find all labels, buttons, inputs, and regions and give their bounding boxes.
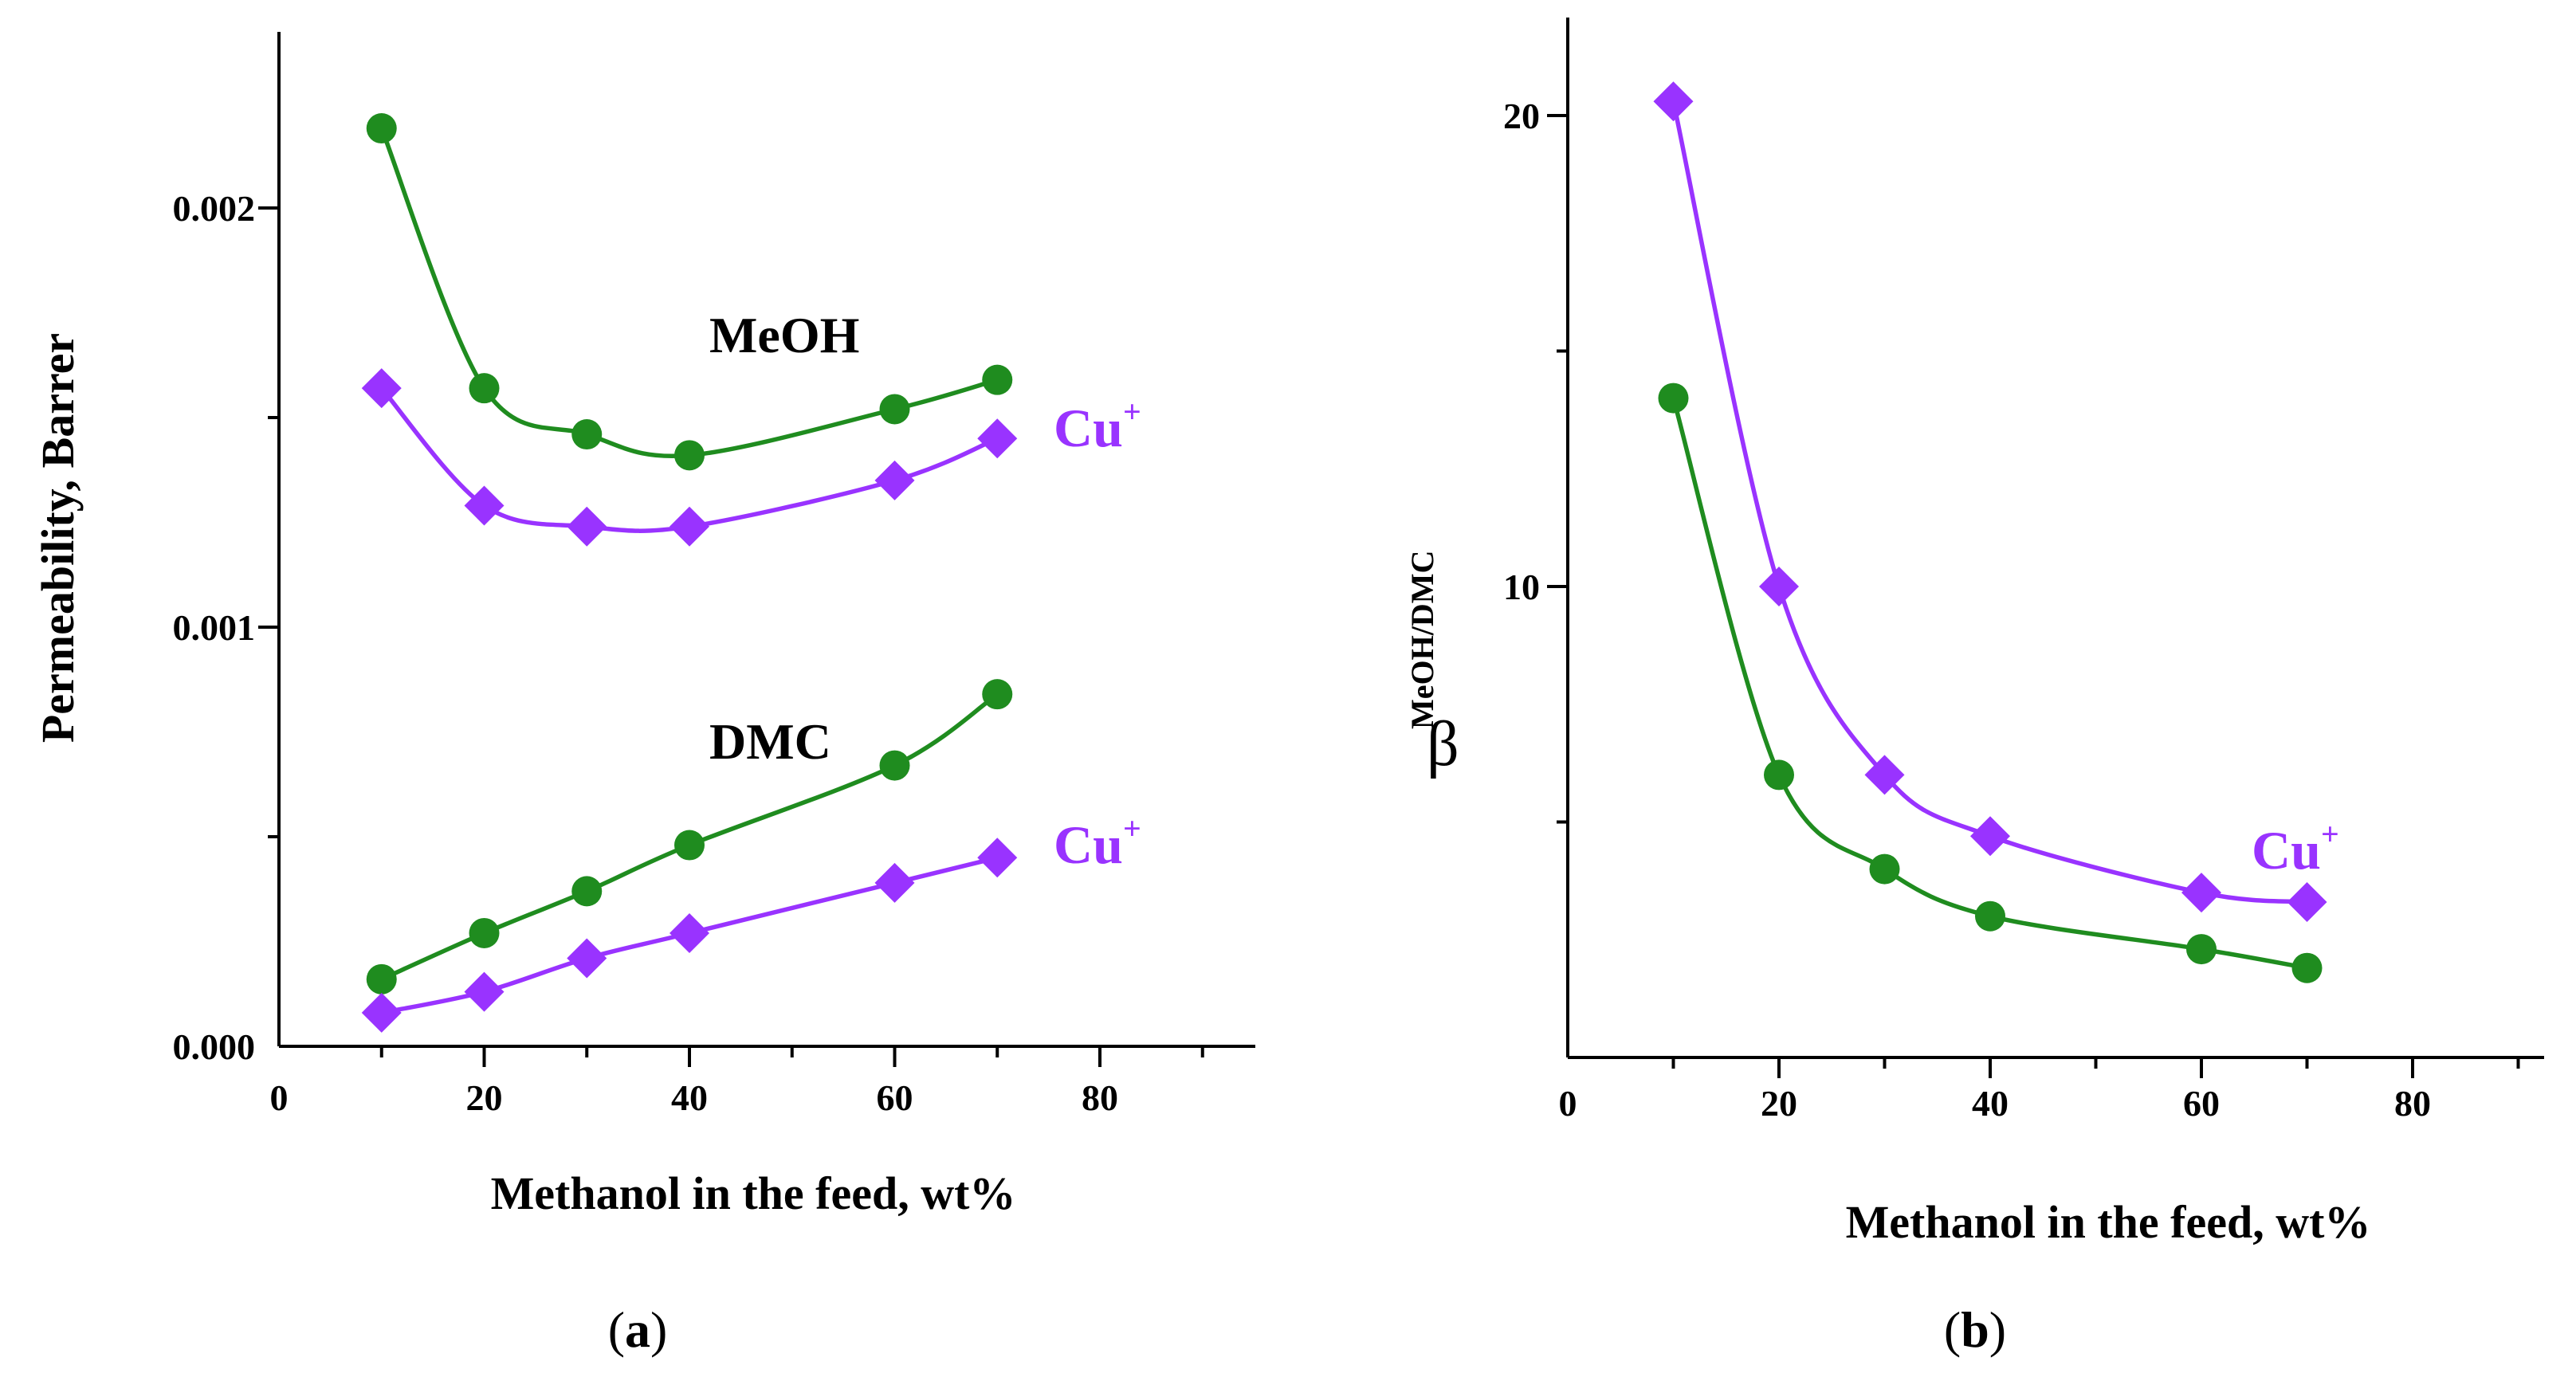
panel-a-x-tick-label: 60 — [877, 1077, 913, 1118]
beta-subscript: MeOH/DMC — [1404, 551, 1440, 729]
panel-a-series-2-point — [571, 876, 603, 907]
panel-a-y-tick-label: 0.001 — [173, 607, 256, 648]
beta-symbol: β — [1427, 709, 1459, 779]
panel-b-letter: b — [1961, 1301, 1989, 1358]
panel-a-series-2-point — [674, 830, 705, 861]
panel-a-series-0-point — [879, 394, 910, 425]
panel-b-series-0-point — [2181, 873, 2221, 913]
panel-a-series-1-point — [464, 485, 505, 526]
panel-a-ticks: 0 20 40 60 80 0.000 0.001 0.002 — [173, 188, 1204, 1118]
panel-b-x-tick-label: 20 — [1761, 1083, 1797, 1124]
panel-b-series-1-point — [1869, 853, 1900, 885]
panel-b-y-tick-label: 10 — [1503, 567, 1540, 607]
panel-b-series-1-point — [1975, 900, 2005, 932]
panel-b-x-tick-label: 0 — [1559, 1083, 1577, 1124]
panel-b-series-0-point — [1970, 816, 2010, 857]
panel-b-markers — [1653, 81, 2327, 983]
cu-sup: + — [1123, 394, 1141, 430]
panel-b-series-0-point — [1653, 81, 1694, 122]
panel-b-series-1-point — [2186, 934, 2217, 965]
panel-a-series-1-point — [977, 418, 1018, 459]
panel-a-x-tick-label: 20 — [466, 1077, 503, 1118]
panel-b-series-1-point — [1764, 759, 1794, 791]
panel-b-series-1-point — [1658, 383, 1689, 414]
panel-b-x-axis-title: Methanol in the feed, wt% — [1846, 1196, 2371, 1248]
panel-a-y-tick-label: 0.000 — [173, 1026, 256, 1067]
panel-a-x-tick-label: 0 — [270, 1077, 289, 1118]
panel-a-x-tick-label: 40 — [671, 1077, 708, 1118]
panel-b-x-tick-label: 40 — [1972, 1083, 2009, 1124]
panel-a-x-axis-title: Methanol in the feed, wt% — [491, 1167, 1016, 1219]
panel-a-series-1-point — [361, 368, 402, 409]
panel-a-markers — [361, 113, 1018, 1033]
panel-b-x-tick-label: 80 — [2394, 1083, 2431, 1124]
panel-a-annotation-meoh: MeOH — [709, 307, 859, 363]
panel-a-series-2-point — [879, 750, 910, 781]
panel-a-annotation-cu-dmc: Cu+ — [1054, 810, 1141, 875]
panel-b-y-tick-label: 20 — [1503, 96, 1540, 136]
cu-base: Cu — [1054, 814, 1123, 875]
panel-a-series-3-point — [977, 838, 1018, 878]
panel-a-series-0-point — [571, 419, 603, 450]
cu-base: Cu — [2252, 820, 2321, 881]
panel-a-annotation-dmc: DMC — [709, 713, 831, 770]
panel-a-x-tick-label: 80 — [1082, 1077, 1118, 1118]
panel-a-series-1-point — [670, 506, 709, 547]
panel-a-series-2-point — [469, 917, 500, 948]
panel-b-y-axis-title: β MeOH/DMC — [1404, 551, 1459, 779]
panel-b-series-1-line — [1671, 397, 2307, 971]
panel-a-annotation-cu-meoh: Cu+ — [1054, 394, 1141, 458]
panel-a-label: (a) — [608, 1301, 668, 1358]
panel-b-label: (b) — [1944, 1301, 2006, 1358]
panel-b-x-tick-label: 60 — [2183, 1083, 2220, 1124]
panel-a-series-2-point — [366, 963, 397, 995]
panel-b-series-0-point — [2287, 881, 2327, 922]
panel-b-ticks: 0 20 40 60 80 10 20 — [1503, 96, 2520, 1124]
panel-a-y-axis-title: Permeability, Barrer — [32, 333, 84, 743]
panel-a-series-3-point — [361, 992, 402, 1033]
panel-a-series-0-point — [982, 364, 1013, 395]
panel-b-series-1-point — [2291, 952, 2323, 983]
panel-a-series-3-point — [567, 938, 607, 979]
cu-base: Cu — [1054, 398, 1123, 458]
panel-a-series-1-point — [874, 460, 915, 500]
panel-b-annotation-cu: Cu+ — [2252, 816, 2339, 881]
panel-b-series-0-point — [1864, 755, 1905, 795]
panel-a-series-0-point — [366, 113, 397, 144]
panel-a-series-0-point — [469, 373, 500, 404]
cu-sup: + — [1123, 810, 1141, 846]
panel-a-series-1-point — [567, 506, 607, 547]
panel-a-series-2-point — [982, 679, 1013, 710]
panel-a-series-0-point — [674, 440, 705, 471]
cu-sup: + — [2321, 816, 2339, 852]
panel-a-y-tick-label: 0.002 — [173, 188, 256, 229]
panel-a-letter: a — [625, 1301, 650, 1358]
panel-a-series-3-point — [464, 971, 505, 1012]
panel-b-chart: 0 20 40 60 80 10 20 Cu+ Methanol in the feed, … — [1404, 18, 2544, 1358]
panel-b-series-0-point — [1759, 567, 1799, 606]
panel-a-series-3-point — [670, 912, 709, 953]
panel-a-series-3-point — [874, 862, 915, 903]
